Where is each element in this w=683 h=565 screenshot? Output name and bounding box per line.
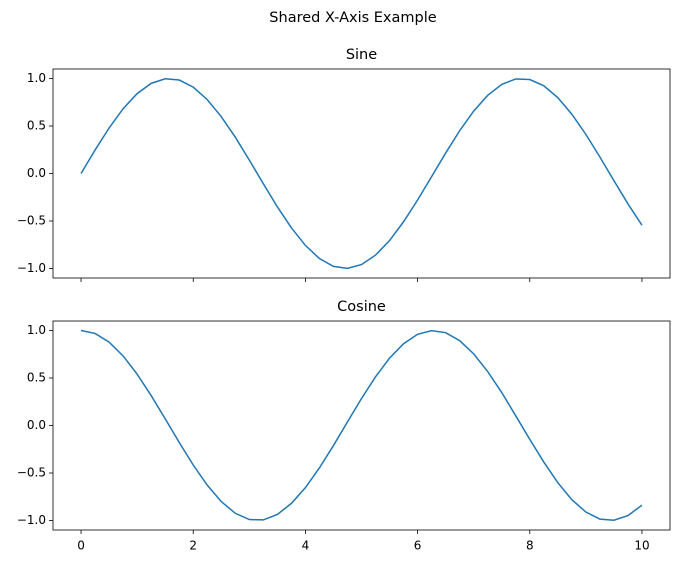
axes-title: Cosine <box>337 299 386 315</box>
axes-frame <box>52 68 671 279</box>
y-tick-label: −1.0 <box>17 513 46 527</box>
x-tick-label: 0 <box>77 539 85 553</box>
axes-title: Sine <box>346 47 377 63</box>
y-tick-label: 0.0 <box>27 166 46 180</box>
line <box>80 78 643 270</box>
y-tick-label: −0.5 <box>17 466 46 480</box>
y-tick-label: 1.0 <box>27 323 46 337</box>
x-tick-label: 10 <box>634 539 649 553</box>
x-tick-label: 2 <box>189 539 197 553</box>
x-tick-label: 4 <box>302 539 310 553</box>
axes-frame <box>52 320 671 531</box>
y-tick-label: 1.0 <box>27 71 46 85</box>
y-tick-label: −0.5 <box>17 214 46 228</box>
figure-title: Shared X-Axis Example <box>269 10 436 26</box>
x-tick-label: 6 <box>414 539 422 553</box>
x-tick-label: 8 <box>526 539 534 553</box>
y-tick-label: 0.5 <box>27 119 46 133</box>
line <box>80 329 643 521</box>
y-tick-label: 0.5 <box>27 371 46 385</box>
y-tick-label: −1.0 <box>17 261 46 275</box>
y-tick-label: 0.0 <box>27 418 46 432</box>
